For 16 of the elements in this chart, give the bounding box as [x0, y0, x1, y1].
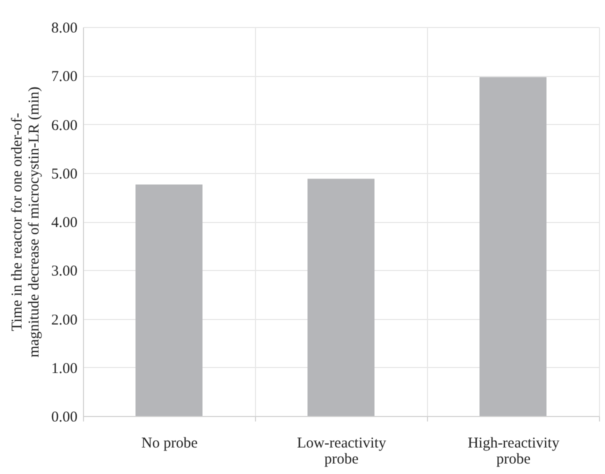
y-tick-label: 0.00	[51, 410, 78, 426]
y-tick-label: 5.00	[51, 166, 78, 182]
y-tick-label: 6.00	[51, 118, 78, 134]
x-tick-label: Low-reactivity probe	[296, 436, 387, 468]
bar	[480, 77, 546, 416]
bar	[308, 178, 374, 416]
y-tick-label: 7.00	[51, 69, 78, 86]
y-axis-title: Time in the reactor for one order-of-magnitude decrease of microcystin-LR (min)	[9, 86, 42, 358]
y-tick-label: 1.00	[51, 360, 78, 377]
x-tick-label: High-reactivity probe	[468, 436, 560, 468]
y-tick-label: 3.00	[51, 264, 78, 280]
y-tick-label: 8.00	[51, 20, 78, 36]
x-tick-label: No probe	[141, 436, 198, 452]
y-tick-label: 4.00	[51, 215, 78, 231]
y-tick-label: 2.00	[51, 312, 78, 328]
bar	[136, 184, 202, 416]
